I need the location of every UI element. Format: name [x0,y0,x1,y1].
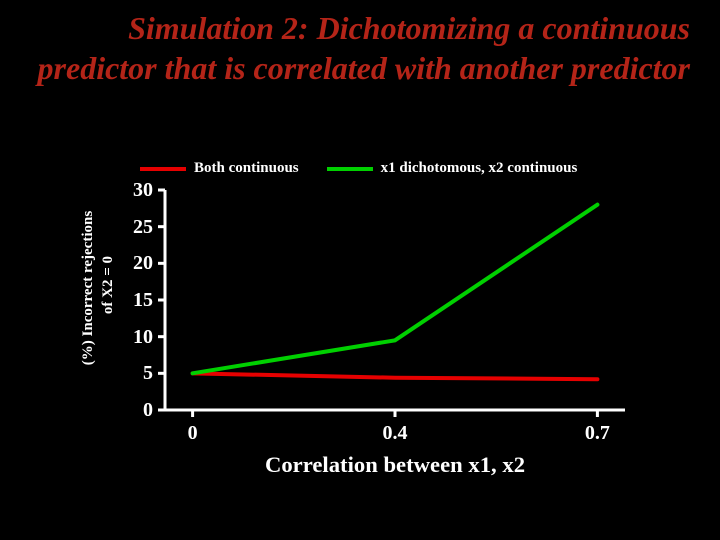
y-axis-label-line1: (%) Incorrect rejections [80,178,97,398]
x-tick-label: 0 [163,422,223,445]
x-axis-label: Correlation between x1, x2 [165,452,625,478]
y-tick-label: 25 [133,216,153,239]
slide-root: Simulation 2: Dichotomizing a continuous… [0,0,720,540]
y-tick-label: 15 [133,289,153,312]
slide-title: Simulation 2: Dichotomizing a continuous… [30,8,690,88]
x-tick-label: 0.4 [365,422,425,445]
y-tick-label: 0 [143,399,153,422]
y-tick-label: 10 [133,326,153,349]
y-tick-label: 20 [133,252,153,275]
y-tick-label: 30 [133,179,153,202]
y-axis-label-line2: of X2 = 0 [100,230,117,340]
chart-plot [145,170,645,430]
y-tick-label: 5 [143,362,153,385]
x-tick-label: 0.7 [567,422,627,445]
